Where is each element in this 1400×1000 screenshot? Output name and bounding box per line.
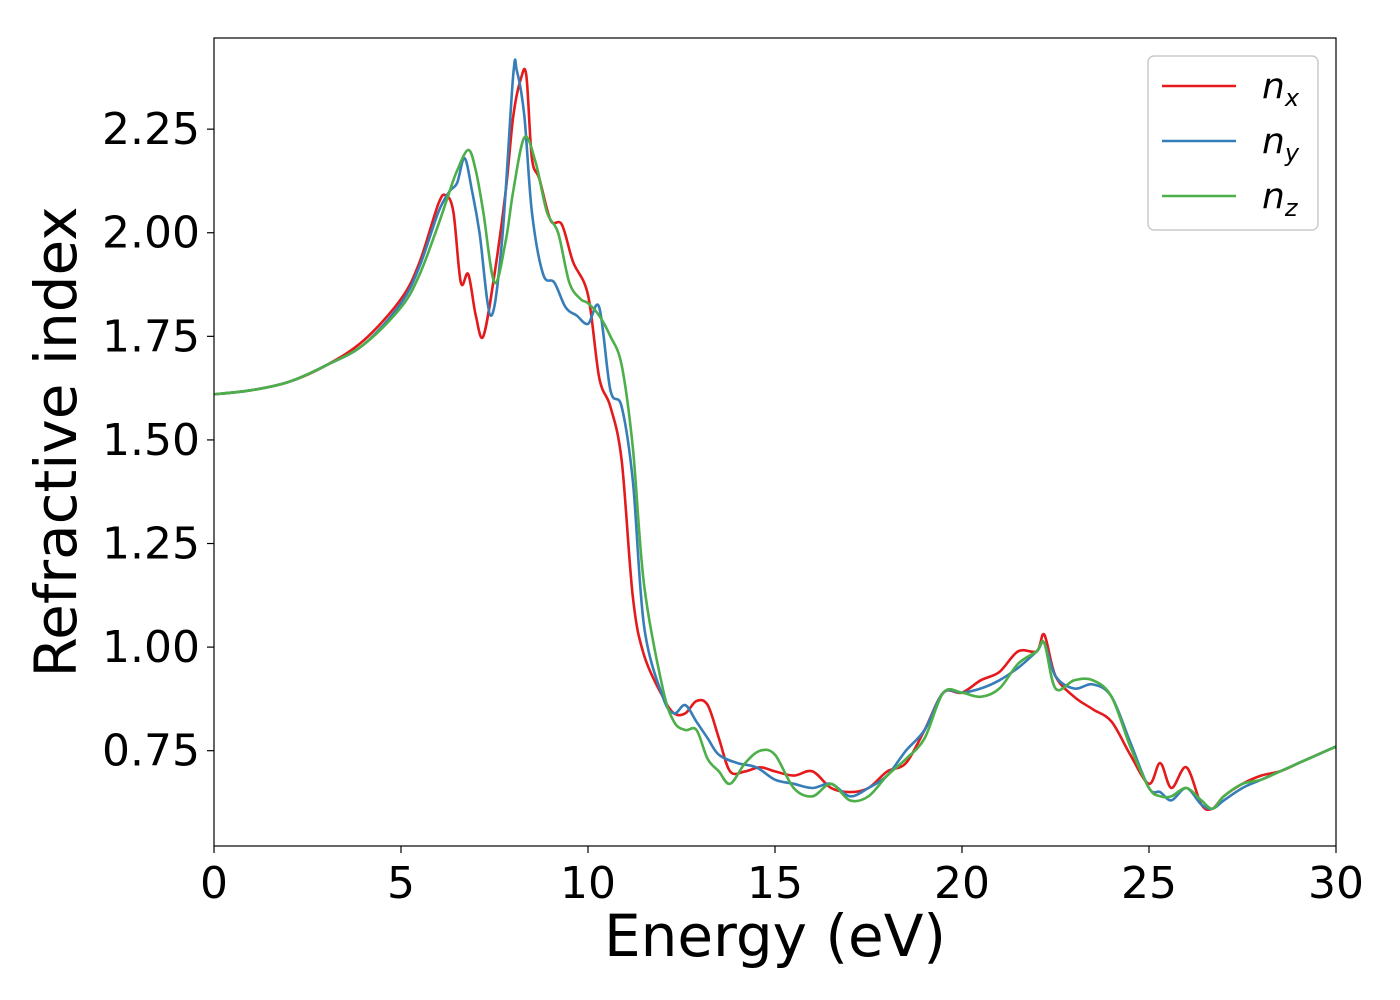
y-tick-label: 1.25 — [102, 519, 200, 570]
legend-label-base: n — [1262, 66, 1285, 107]
x-axis-label: Energy (eV) — [604, 902, 946, 970]
series-layer — [214, 58, 1336, 812]
legend-label-subscript: z — [1284, 194, 1299, 222]
x-tick-label: 0 — [200, 858, 228, 909]
x-tick-label: 25 — [1121, 858, 1177, 909]
y-axis-ticks: 0.75 1.00 1.25 1.50 1.75 2.00 2.25 — [102, 104, 214, 777]
y-tick-label: 2.00 — [102, 208, 200, 259]
x-tick-label: 30 — [1308, 858, 1364, 909]
y-tick-label: 0.75 — [102, 726, 200, 777]
legend-label-subscript: x — [1284, 84, 1300, 112]
y-tick-label: 1.00 — [102, 622, 200, 673]
y-tick-label: 1.75 — [102, 311, 200, 362]
x-tick-label: 15 — [747, 858, 803, 909]
legend-label-n-z: nz — [1262, 176, 1299, 222]
legend-label-base: n — [1262, 121, 1285, 162]
legend-label-n-x: nx — [1262, 66, 1300, 112]
legend-label-subscript: y — [1284, 139, 1300, 167]
x-axis-ticks: 0 5 10 15 20 25 30 — [200, 846, 1364, 909]
y-tick-label: 2.25 — [102, 104, 200, 155]
legend-label-base: n — [1262, 176, 1285, 217]
y-tick-label: 1.50 — [102, 415, 200, 466]
y-axis-label: Refractive index — [22, 206, 90, 677]
x-tick-label: 10 — [560, 858, 616, 909]
x-tick-label: 20 — [934, 858, 990, 909]
series-line-n-z — [214, 135, 1336, 811]
legend-label-n-y: ny — [1262, 121, 1300, 167]
x-tick-label: 5 — [387, 858, 415, 909]
legend-box — [1147, 55, 1319, 231]
